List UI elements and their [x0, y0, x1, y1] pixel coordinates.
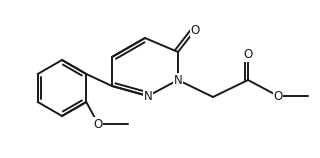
- Text: O: O: [190, 24, 200, 36]
- Text: O: O: [94, 118, 103, 131]
- Text: O: O: [244, 49, 252, 61]
- Text: N: N: [174, 73, 182, 86]
- Text: O: O: [273, 89, 283, 103]
- Text: N: N: [144, 89, 152, 103]
